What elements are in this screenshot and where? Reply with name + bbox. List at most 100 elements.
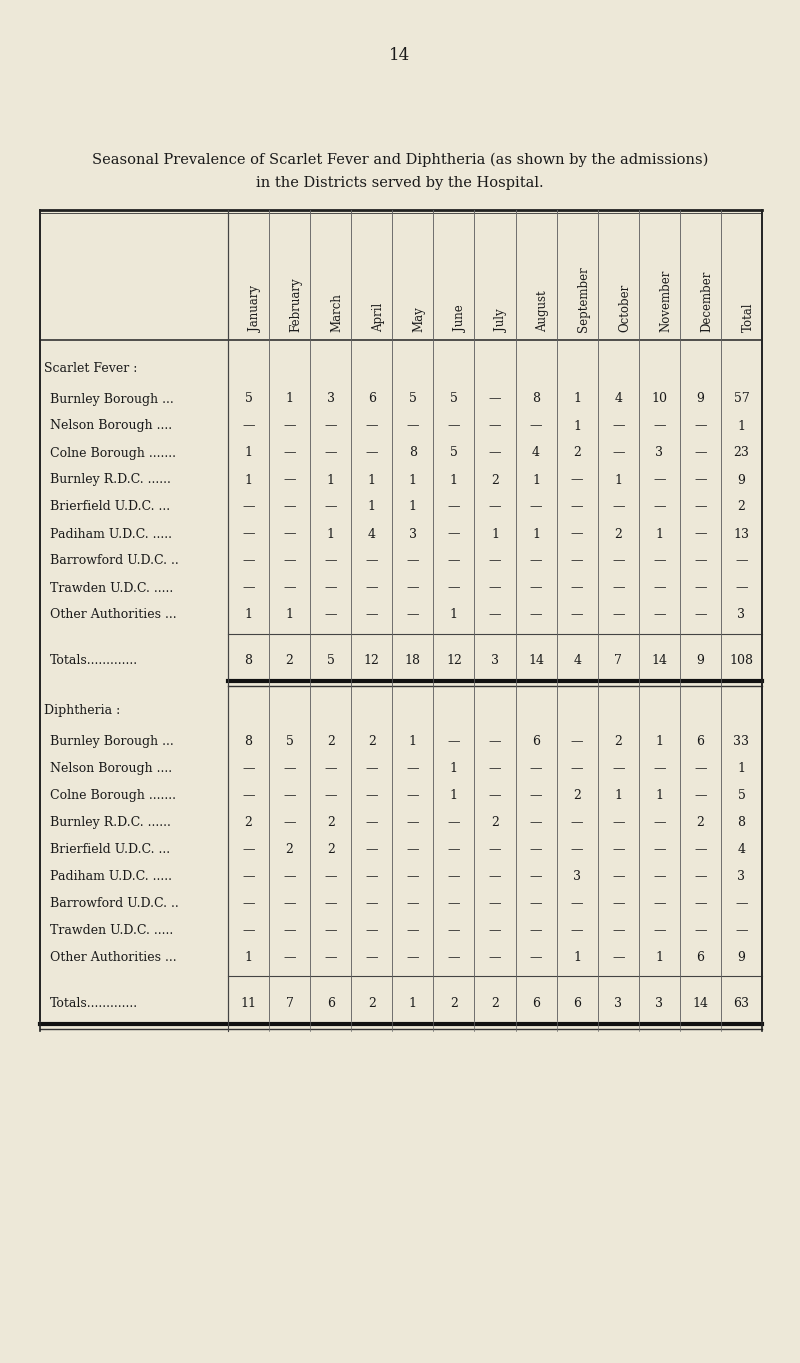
Text: 14: 14: [390, 46, 410, 64]
Text: Burnley R.D.C. ......: Burnley R.D.C. ......: [50, 473, 171, 487]
Text: —: —: [366, 608, 378, 622]
Text: May: May: [413, 307, 426, 333]
Text: February: February: [290, 278, 302, 333]
Text: Total: Total: [742, 303, 754, 333]
Text: 1: 1: [614, 473, 622, 487]
Text: 2: 2: [491, 816, 499, 829]
Text: 11: 11: [241, 996, 257, 1010]
Text: —: —: [448, 500, 460, 514]
Text: —: —: [571, 816, 583, 829]
Text: 1: 1: [614, 789, 622, 801]
Text: 33: 33: [734, 735, 750, 748]
Text: 12: 12: [364, 654, 380, 668]
Text: —: —: [530, 789, 542, 801]
Text: —: —: [283, 951, 296, 964]
Text: —: —: [325, 555, 337, 567]
Text: 3: 3: [614, 996, 622, 1010]
Text: —: —: [653, 842, 666, 856]
Text: Burnley Borough ...: Burnley Borough ...: [50, 735, 174, 748]
Text: 1: 1: [491, 527, 499, 541]
Text: 5: 5: [245, 393, 253, 406]
Text: —: —: [612, 870, 625, 883]
Text: —: —: [448, 924, 460, 936]
Text: March: March: [330, 293, 344, 333]
Text: 5: 5: [450, 393, 458, 406]
Text: 5: 5: [738, 789, 746, 801]
Text: Other Authorities ...: Other Authorities ...: [50, 951, 177, 964]
Text: 6: 6: [368, 393, 376, 406]
Text: Totals.............: Totals.............: [50, 996, 138, 1010]
Text: —: —: [366, 842, 378, 856]
Text: —: —: [612, 842, 625, 856]
Text: —: —: [283, 897, 296, 910]
Text: August: August: [536, 290, 549, 333]
Text: 14: 14: [651, 654, 667, 668]
Text: —: —: [325, 924, 337, 936]
Text: 6: 6: [532, 996, 540, 1010]
Text: —: —: [448, 555, 460, 567]
Text: —: —: [242, 555, 254, 567]
Text: 63: 63: [734, 996, 750, 1010]
Text: Colne Borough .......: Colne Borough .......: [50, 447, 176, 459]
Text: 2: 2: [326, 735, 334, 748]
Text: Barrowford U.D.C. ..: Barrowford U.D.C. ..: [50, 555, 178, 567]
Text: 4: 4: [573, 654, 581, 668]
Text: —: —: [325, 500, 337, 514]
Text: —: —: [653, 500, 666, 514]
Text: 9: 9: [697, 654, 704, 668]
Text: —: —: [694, 842, 706, 856]
Text: —: —: [653, 473, 666, 487]
Text: —: —: [283, 582, 296, 594]
Text: —: —: [242, 897, 254, 910]
Text: —: —: [571, 500, 583, 514]
Text: —: —: [489, 582, 502, 594]
Text: —: —: [283, 816, 296, 829]
Text: 2: 2: [368, 996, 376, 1010]
Text: 1: 1: [450, 608, 458, 622]
Text: 7: 7: [286, 996, 294, 1010]
Text: —: —: [653, 816, 666, 829]
Text: —: —: [571, 608, 583, 622]
Text: 9: 9: [738, 951, 746, 964]
Text: 5: 5: [286, 735, 294, 748]
Text: —: —: [406, 420, 419, 432]
Text: —: —: [242, 420, 254, 432]
Text: 108: 108: [730, 654, 754, 668]
Text: —: —: [653, 608, 666, 622]
Text: —: —: [571, 735, 583, 748]
Text: Trawden U.D.C. .....: Trawden U.D.C. .....: [50, 582, 174, 594]
Text: 1: 1: [738, 420, 746, 432]
Text: 12: 12: [446, 654, 462, 668]
Text: 2: 2: [738, 500, 746, 514]
Text: 1: 1: [326, 527, 334, 541]
Text: 1: 1: [245, 951, 253, 964]
Text: —: —: [489, 447, 502, 459]
Text: Colne Borough .......: Colne Borough .......: [50, 789, 176, 801]
Text: Nelson Borough ....: Nelson Borough ....: [50, 762, 172, 776]
Text: —: —: [283, 527, 296, 541]
Text: 1: 1: [573, 951, 581, 964]
Text: —: —: [242, 842, 254, 856]
Text: —: —: [694, 870, 706, 883]
Text: September: September: [577, 266, 590, 333]
Text: 2: 2: [368, 735, 376, 748]
Text: —: —: [571, 762, 583, 776]
Text: —: —: [283, 924, 296, 936]
Text: —: —: [283, 447, 296, 459]
Text: —: —: [406, 582, 419, 594]
Text: 1: 1: [368, 500, 376, 514]
Text: —: —: [735, 555, 748, 567]
Text: —: —: [366, 951, 378, 964]
Text: —: —: [366, 789, 378, 801]
Text: —: —: [612, 951, 625, 964]
Text: 57: 57: [734, 393, 750, 406]
Text: Padiham U.D.C. .....: Padiham U.D.C. .....: [50, 527, 172, 541]
Text: —: —: [325, 420, 337, 432]
Text: 3: 3: [491, 654, 499, 668]
Text: —: —: [448, 735, 460, 748]
Text: 1: 1: [573, 393, 581, 406]
Text: —: —: [366, 762, 378, 776]
Text: 1: 1: [450, 762, 458, 776]
Text: 8: 8: [532, 393, 540, 406]
Text: —: —: [612, 762, 625, 776]
